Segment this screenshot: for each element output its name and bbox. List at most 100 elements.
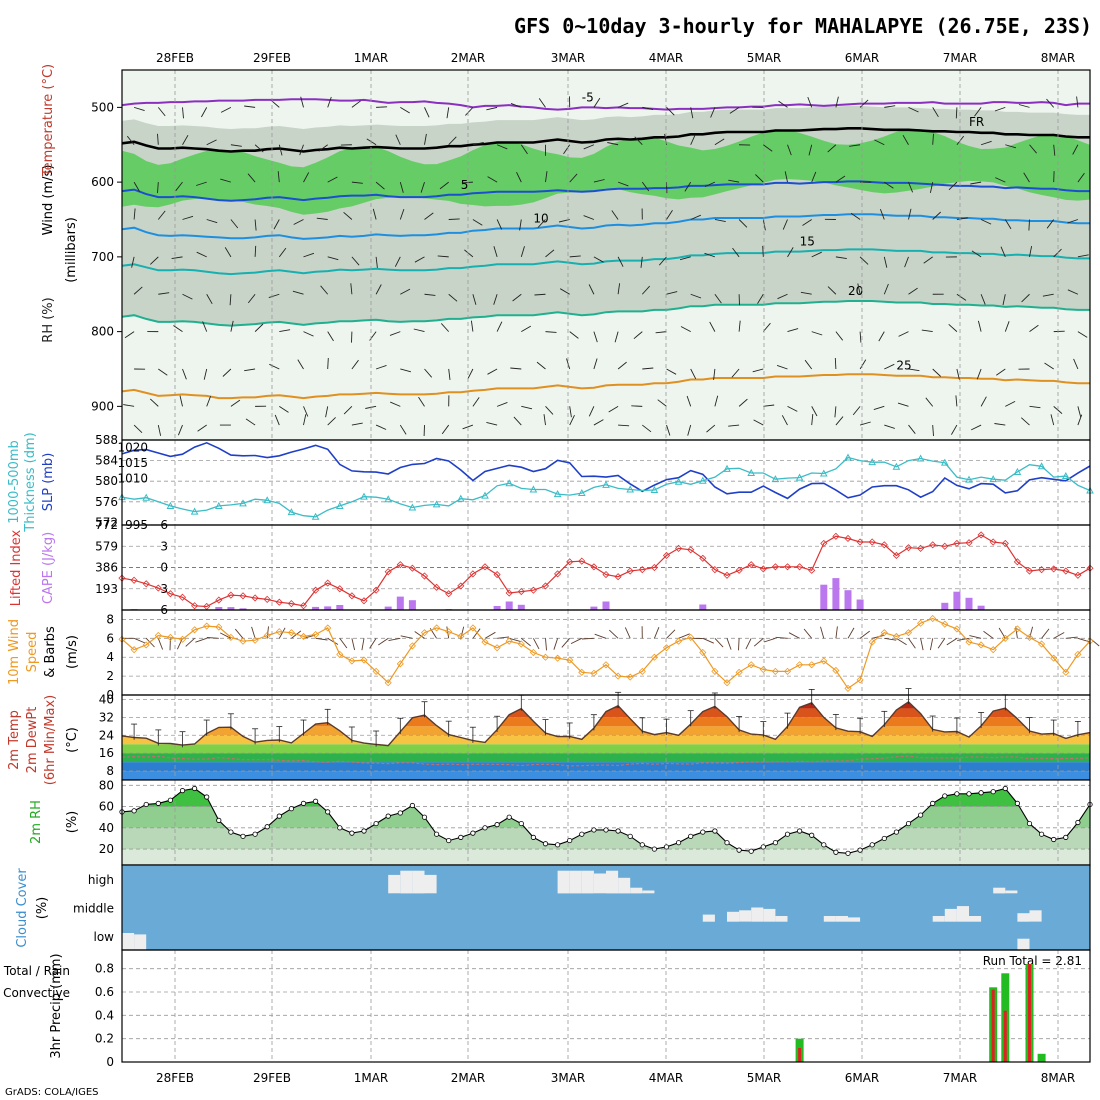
- rh-point-42: [627, 833, 633, 839]
- cloud-middle-68: [944, 908, 957, 922]
- thickness-title-1: 1000-500mb: [7, 440, 22, 524]
- thickness-point-50: [723, 464, 731, 472]
- cape-tick-3: 772: [95, 518, 118, 532]
- upper-wind-barb-77-9: [1050, 414, 1055, 426]
- upper-wind-barb-13-7: [268, 293, 280, 299]
- wind-barb-31: [497, 636, 510, 639]
- cloud-high-73: [1005, 890, 1018, 894]
- rh-point-9: [228, 829, 234, 835]
- wind-barb-50: [726, 638, 732, 650]
- upper-wind-barb-17-6: [316, 217, 328, 220]
- lifted-point-30: [481, 563, 489, 571]
- wind-barb-11: [251, 626, 256, 639]
- upper-wind-barb-35-6: [537, 219, 546, 228]
- lifted-point-24: [408, 564, 416, 572]
- credit: GrADS: COLA/IGES: [5, 1087, 99, 1098]
- upper-wind-barb-65-2: [904, 256, 909, 268]
- rh-point-15: [300, 800, 307, 806]
- rh-point-58: [821, 842, 827, 848]
- thickness-tick-0: 572: [95, 515, 118, 529]
- upper-wind-barb-77-8: [1044, 362, 1054, 370]
- upper-wind-barb-57-3: [811, 331, 823, 336]
- lifted-point-62: [868, 538, 876, 546]
- cloud-high-39: [593, 873, 606, 894]
- cape-bar-17: [324, 606, 332, 610]
- wind-barb-25: [414, 631, 425, 639]
- upper-wind-barb-7-6: [206, 219, 218, 224]
- rh-point-46: [675, 840, 682, 846]
- thickness-point-4: [166, 501, 175, 509]
- isotherm-6: [121, 127, 1090, 153]
- upper-wind-barb-15-4: [303, 406, 309, 417]
- wind-barb-48: [702, 637, 714, 644]
- wind-point-72: [989, 646, 997, 654]
- wind-point-19: [348, 657, 356, 665]
- li-tick-3: 3: [160, 582, 168, 596]
- upper-wind-barb-35-4: [545, 406, 554, 415]
- wind-point-66: [917, 619, 925, 627]
- wind-point-67: [929, 614, 937, 623]
- lifted-point-38: [578, 557, 586, 565]
- rh-point-18: [337, 825, 343, 831]
- lifted-point-72: [989, 538, 997, 546]
- thickness-point-10: [239, 499, 247, 507]
- upper-wind-barb-63-6: [879, 209, 885, 220]
- wind-barb-23: [388, 637, 401, 642]
- upper-wind-barb-61-0: [859, 99, 869, 108]
- wind-point-34: [529, 648, 537, 657]
- slp-title: SLP (mb): [41, 453, 56, 512]
- cloud-level-high: high: [88, 873, 114, 887]
- lifted-point-16: [312, 586, 320, 594]
- upper-wind-barb-9-1: [220, 178, 232, 183]
- upper-wind-barb-33-3: [521, 325, 532, 333]
- upper-wind-barb-1-9: [133, 424, 143, 434]
- upper-wind-barb-15-0: [300, 96, 304, 108]
- upper-wind-barb-55-1: [784, 171, 788, 183]
- upper-wind-barb-51-2: [732, 247, 740, 258]
- upper-wind-barb-73-1: [995, 177, 1006, 183]
- lifted-point-36: [554, 570, 562, 578]
- wind-barb-61: [859, 630, 870, 639]
- upper-wind-barb-41-2: [617, 256, 624, 267]
- upper-wind-barb-63-2: [883, 256, 888, 268]
- rh-point-30: [482, 825, 488, 831]
- rh-point-13: [276, 813, 282, 819]
- wind-point-7: [203, 622, 211, 630]
- panel-frame-wind: [121, 609, 1091, 696]
- upper-wind-barb-31-8: [487, 368, 498, 375]
- lifted-point-78: [1062, 567, 1070, 575]
- date-label-top-5: 4MAR: [649, 51, 684, 65]
- lifted-point-76: [1038, 566, 1046, 574]
- wind-point-31: [493, 644, 501, 652]
- wind-barb-65: [908, 638, 916, 649]
- thickness-point-20: [360, 492, 368, 500]
- lifted-point-52: [747, 561, 755, 569]
- upper-wind-barb-15-6: [293, 219, 304, 225]
- upper-wind-barb-7-1: [196, 181, 207, 186]
- lifted-point-70: [965, 539, 973, 547]
- temp-tick-2: 24: [99, 728, 114, 742]
- temp-band-2: [122, 753, 1090, 763]
- wind-point-29: [469, 624, 477, 632]
- upper-wind-barb-1-1: [133, 181, 140, 192]
- upper-wind-barb-71-0: [974, 107, 982, 117]
- upper-wind-barb-9-6: [230, 219, 239, 229]
- cloud-middle-59: [835, 916, 848, 922]
- upper-wind-barb-71-7: [980, 294, 986, 305]
- wind-barb-29: [472, 628, 481, 639]
- upper-wind-barb-33-7: [512, 293, 522, 302]
- wind-tick-0: 0: [106, 688, 114, 702]
- upper-wind-barb-61-8: [859, 359, 867, 370]
- lifted-point-29: [469, 570, 477, 578]
- cloud-low-1: [134, 934, 147, 950]
- wind-speed-line: [121, 617, 1091, 690]
- cape-bar-58: [820, 584, 828, 610]
- wind-point-69: [953, 625, 961, 633]
- temp-band-6: [122, 717, 1090, 727]
- upper-wind-barb-71-9: [971, 424, 982, 431]
- cape-bar-71: [977, 605, 985, 610]
- upper-wind-barb-1-0: [133, 106, 145, 112]
- upper-wind-barb-67-5: [932, 133, 934, 145]
- rh-point-24: [409, 802, 415, 809]
- upper-wind-barb-65-1: [908, 181, 914, 193]
